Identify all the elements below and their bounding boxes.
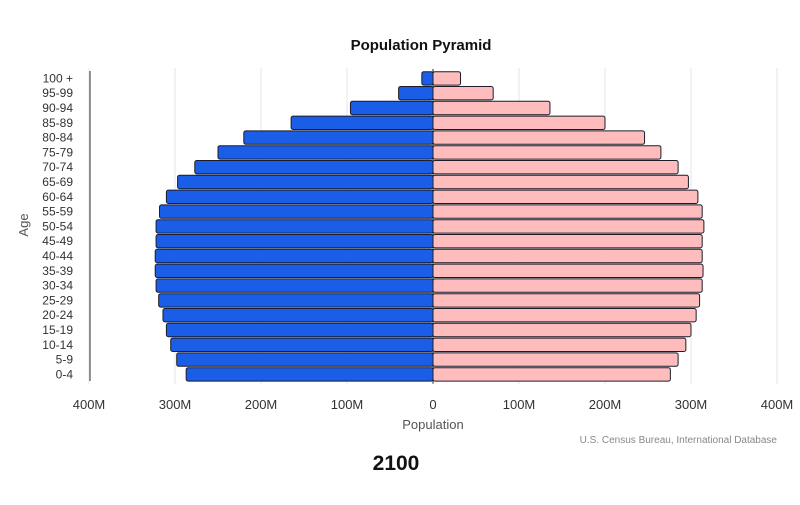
bars — [154, 69, 705, 384]
bar-right-5 — [432, 145, 662, 160]
y-tick-label: 45-49 — [42, 234, 73, 248]
bar-left-5 — [217, 145, 434, 160]
y-tick-label: 80-84 — [42, 131, 73, 145]
bar-right-19 — [432, 352, 679, 367]
x-tick-label: 400M — [73, 397, 106, 412]
bar-left-18 — [170, 337, 434, 353]
x-tick-label: 100M — [331, 397, 364, 412]
x-tick-label: 200M — [589, 397, 622, 412]
y-tick-label: 65-69 — [42, 175, 73, 189]
y-tick-label: 0-4 — [56, 367, 74, 381]
bar-right-4 — [432, 130, 646, 145]
bar-left-20 — [185, 367, 434, 382]
bar-left-9 — [159, 204, 434, 219]
y-tick-labels: 100 +95-9990-9485-8980-8475-7970-7465-69… — [42, 71, 73, 381]
x-tick-label: 100M — [503, 397, 536, 412]
y-tick-label: 25-29 — [42, 293, 73, 307]
y-tick-label: 75-79 — [42, 145, 73, 159]
year-label: 2100 — [373, 452, 420, 475]
y-tick-label: 95-99 — [42, 86, 73, 100]
y-tick-label: 10-14 — [42, 338, 73, 352]
x-tick-labels: 400M 300M 200M 100M 0 100M 200M 300M 400M — [73, 397, 794, 412]
bar-left-10 — [155, 219, 434, 234]
bar-right-20 — [432, 367, 671, 382]
x-tick-label: 200M — [245, 397, 278, 412]
bar-right-7 — [432, 174, 689, 190]
bar-right-17 — [432, 322, 692, 338]
bar-left-16 — [162, 308, 434, 323]
y-tick-label: 20-24 — [42, 308, 73, 322]
bar-left-11 — [155, 234, 434, 249]
bar-right-6 — [432, 160, 679, 175]
y-tick-label: 55-59 — [42, 205, 73, 219]
x-tick-label: 300M — [675, 397, 708, 412]
bar-right-13 — [432, 263, 704, 279]
y-tick-label: 60-64 — [42, 190, 73, 204]
bar-left-12 — [154, 248, 434, 264]
y-tick-label: 90-94 — [42, 101, 73, 115]
bar-left-1 — [398, 86, 434, 101]
bar-right-16 — [432, 308, 697, 323]
y-tick-label: 30-34 — [42, 279, 73, 293]
bar-right-9 — [432, 204, 703, 219]
y-tick-label: 15-19 — [42, 323, 73, 337]
y-tick-label: 85-89 — [42, 116, 73, 130]
bar-left-8 — [165, 189, 434, 205]
bar-right-1 — [432, 86, 494, 101]
y-tick-label: 5-9 — [56, 353, 74, 367]
bar-left-7 — [177, 174, 434, 190]
y-tick-label: 70-74 — [42, 160, 73, 174]
chart-title: Population Pyramid — [351, 37, 492, 54]
source-credit: U.S. Census Bureau, International Databa… — [580, 435, 778, 446]
bar-right-0 — [432, 71, 462, 86]
y-tick-label: 40-44 — [42, 249, 73, 263]
bar-right-12 — [432, 248, 703, 264]
x-tick-label: 400M — [761, 397, 794, 412]
x-tick-label: 300M — [159, 397, 192, 412]
bar-right-14 — [432, 278, 703, 293]
bar-right-15 — [432, 293, 701, 308]
bar-left-3 — [290, 115, 434, 130]
bar-left-15 — [158, 293, 434, 308]
bar-left-17 — [165, 322, 434, 338]
y-tick-label: 50-54 — [42, 219, 73, 233]
bar-right-2 — [432, 100, 551, 116]
x-tick-label: 0 — [429, 397, 436, 412]
bar-left-19 — [176, 352, 434, 367]
bar-right-10 — [432, 219, 705, 234]
bar-left-14 — [155, 278, 434, 293]
bar-right-8 — [432, 189, 699, 205]
bar-right-11 — [432, 234, 703, 249]
y-tick-label: 35-39 — [42, 264, 73, 278]
bar-right-18 — [432, 337, 687, 353]
bar-left-6 — [194, 160, 434, 175]
bar-left-13 — [154, 263, 434, 279]
bar-left-0 — [421, 71, 434, 86]
bar-left-2 — [349, 100, 434, 116]
y-axis-label: Age — [16, 213, 31, 236]
bar-right-3 — [432, 115, 606, 130]
y-tick-label: 100 + — [43, 71, 73, 85]
bar-left-4 — [243, 130, 434, 145]
x-axis-label: Population — [402, 417, 463, 432]
